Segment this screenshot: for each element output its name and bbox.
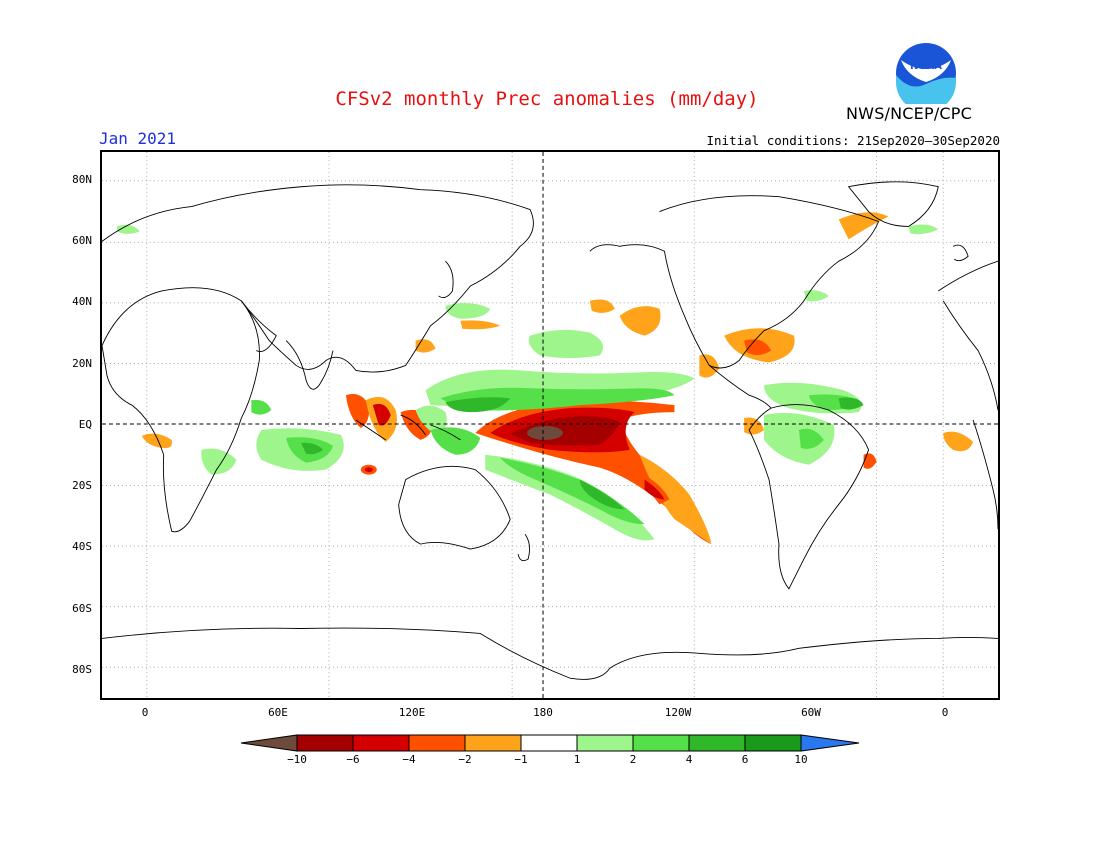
colorbar-label: −2	[458, 753, 472, 766]
colorbar-label: 4	[685, 753, 693, 766]
agency-label: NWS/NCEP/CPC	[846, 104, 973, 123]
lat-label: 40S	[72, 540, 92, 553]
colorbar-label: −4	[402, 753, 416, 766]
colorbar-segment	[240, 734, 298, 752]
colorbar-segment	[464, 734, 522, 752]
noaa-logo: NOAA	[896, 43, 956, 104]
lat-label: 40N	[72, 295, 92, 308]
colorbar-label: 2	[629, 753, 637, 766]
colorbar	[240, 734, 860, 752]
colorbar-label: −6	[346, 753, 360, 766]
colorbar-segment	[576, 734, 634, 752]
svg-text:NOAA: NOAA	[910, 61, 942, 72]
lon-label: 0	[941, 706, 949, 719]
anomaly-shading	[116, 212, 974, 545]
colorbar-segment	[800, 734, 860, 752]
colorbar-label: 6	[741, 753, 749, 766]
valid-month: Jan 2021	[99, 129, 177, 148]
lon-label: 120E	[398, 706, 426, 719]
colorbar-segment	[408, 734, 466, 752]
colorbar-label: 10	[794, 753, 808, 766]
colorbar-segment	[632, 734, 690, 752]
coastlines	[102, 181, 998, 680]
lat-label: 60S	[72, 602, 92, 615]
colorbar-segment	[688, 734, 746, 752]
lon-label: 60W	[801, 706, 821, 719]
colorbar-label: −1	[514, 753, 528, 766]
lon-label: 120W	[664, 706, 692, 719]
initial-conditions: Initial conditions: 21Sep2020–30Sep2020	[706, 133, 1001, 148]
chart-title: CFSv2 monthly Prec anomalies (mm/day)	[335, 88, 759, 110]
lat-label: 20S	[72, 479, 92, 492]
colorbar-segment	[744, 734, 802, 752]
colorbar-segment	[352, 734, 410, 752]
lat-label: 80S	[72, 663, 92, 676]
lon-label: 180	[533, 706, 553, 719]
colorbar-segment	[520, 734, 578, 752]
anomaly-map	[100, 150, 1000, 700]
colorbar-segment	[296, 734, 354, 752]
lat-label: 20N	[72, 357, 92, 370]
lat-label: EQ	[78, 418, 92, 431]
lat-label: 80N	[72, 173, 92, 186]
colorbar-label: −10	[287, 753, 307, 766]
colorbar-label: 1	[573, 753, 581, 766]
lat-label: 60N	[72, 234, 92, 247]
lon-label: 0	[141, 706, 149, 719]
lon-label: 60E	[268, 706, 288, 719]
